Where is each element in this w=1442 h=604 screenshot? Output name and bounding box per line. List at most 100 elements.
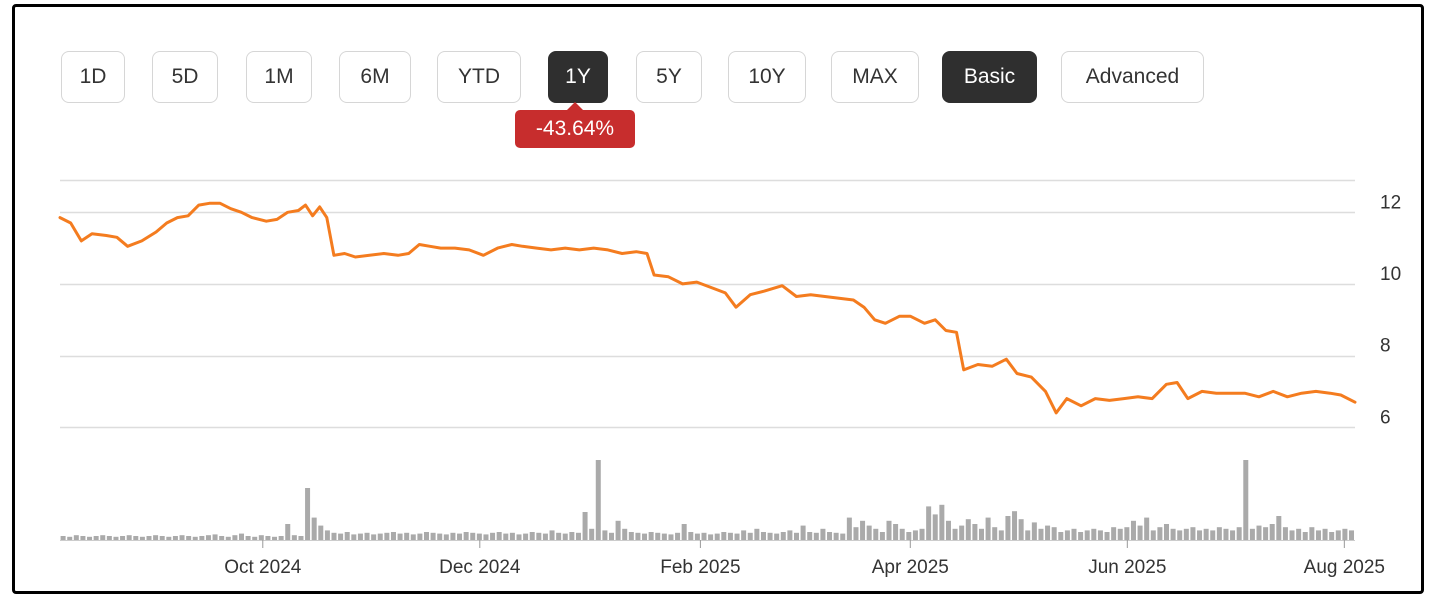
volume-bar bbox=[146, 536, 152, 540]
y-tick-label: 8 bbox=[1380, 336, 1391, 357]
range-10y-button[interactable]: 10Y bbox=[728, 51, 806, 103]
volume-bar bbox=[410, 534, 416, 540]
volume-bar bbox=[139, 536, 145, 540]
volume-bar bbox=[642, 533, 648, 540]
volume-bar bbox=[60, 536, 66, 540]
volume-bar bbox=[972, 524, 978, 540]
volume-bar bbox=[985, 517, 991, 540]
volume-bar bbox=[1124, 527, 1130, 540]
volume-bar bbox=[80, 536, 86, 540]
volume-bar bbox=[529, 532, 535, 540]
basic-view-button[interactable]: Basic bbox=[942, 51, 1037, 103]
chart-card: 1D 5D 1M 6M YTD 1Y 5Y 10Y MAX Basic Adva… bbox=[12, 4, 1424, 594]
volume-bar bbox=[1137, 525, 1143, 540]
volume-bar bbox=[344, 532, 350, 540]
volume-bar bbox=[278, 536, 284, 540]
volume-bar bbox=[1064, 530, 1070, 540]
volume-bar bbox=[1078, 532, 1084, 540]
volume-bar bbox=[272, 536, 278, 540]
grid-lines bbox=[60, 179, 1355, 541]
volume-bar bbox=[1289, 530, 1295, 540]
y-tick-label: 10 bbox=[1380, 264, 1401, 285]
volume-bar bbox=[1144, 517, 1150, 540]
volume-bar bbox=[523, 533, 529, 540]
volume-bar bbox=[893, 524, 899, 540]
volume-bar bbox=[978, 528, 984, 540]
advanced-view-button[interactable]: Advanced bbox=[1061, 51, 1204, 103]
volume-bar bbox=[945, 520, 951, 540]
change-percent-badge: -43.64% bbox=[515, 102, 635, 148]
volume-bar bbox=[423, 532, 429, 540]
volume-bar bbox=[787, 530, 793, 540]
volume-bar bbox=[483, 534, 489, 540]
volume-bar bbox=[1177, 530, 1183, 540]
volume-bar bbox=[1157, 527, 1163, 540]
volume-bar bbox=[1276, 516, 1282, 540]
volume-bar bbox=[793, 532, 799, 540]
volume-bar bbox=[549, 530, 555, 540]
volume-bar bbox=[688, 532, 694, 540]
volume-bar bbox=[1216, 527, 1222, 540]
range-selector: 1D 5D 1M 6M YTD 1Y 5Y 10Y MAX Basic Adva… bbox=[15, 51, 1421, 105]
volume-bar bbox=[186, 536, 192, 540]
volume-bar bbox=[820, 528, 826, 540]
volume-bar bbox=[238, 533, 244, 540]
volume-bar bbox=[404, 532, 410, 540]
range-1y-button[interactable]: 1Y bbox=[548, 51, 608, 103]
volume-bar bbox=[1322, 528, 1328, 540]
volume-bar bbox=[1243, 460, 1249, 540]
volume-bar bbox=[265, 536, 271, 540]
volume-bar bbox=[562, 533, 568, 540]
x-tick-label: Feb 2025 bbox=[660, 557, 740, 578]
volume-bar bbox=[939, 504, 945, 540]
volume-bar bbox=[648, 532, 654, 540]
volume-bar bbox=[390, 532, 396, 540]
volume-bar bbox=[1117, 528, 1123, 540]
volume-bar bbox=[582, 512, 588, 540]
volume-bar bbox=[126, 535, 132, 540]
volume-bar bbox=[1203, 528, 1209, 540]
volume-bar bbox=[205, 535, 211, 540]
y-tick-label: 12 bbox=[1380, 192, 1401, 213]
volume-bar bbox=[245, 536, 251, 540]
range-5d-button[interactable]: 5D bbox=[152, 51, 218, 103]
x-tick-label: Jun 2025 bbox=[1088, 557, 1166, 578]
volume-bar bbox=[364, 532, 370, 540]
range-1m-button[interactable]: 1M bbox=[246, 51, 312, 103]
volume-bar bbox=[73, 535, 79, 540]
volume-bar bbox=[1309, 527, 1315, 540]
volume-bar bbox=[734, 533, 740, 540]
volume-bar bbox=[846, 517, 852, 540]
range-ytd-button[interactable]: YTD bbox=[437, 51, 521, 103]
range-max-button[interactable]: MAX bbox=[831, 51, 919, 103]
volume-bar bbox=[628, 532, 634, 540]
volume-bar bbox=[450, 532, 456, 540]
volume-bar bbox=[443, 534, 449, 540]
volume-bar bbox=[661, 533, 667, 540]
volume-bar bbox=[1025, 530, 1031, 540]
volume-bar bbox=[919, 528, 925, 540]
volume-bar bbox=[225, 536, 231, 540]
volume-bar bbox=[496, 532, 502, 540]
volume-bar bbox=[780, 532, 786, 540]
volume-bar bbox=[1012, 511, 1018, 540]
volume-bar bbox=[291, 535, 297, 540]
volume-bar bbox=[166, 536, 172, 540]
volume-bar bbox=[800, 525, 806, 540]
volume-bars bbox=[60, 460, 1354, 540]
range-6m-button[interactable]: 6M bbox=[339, 51, 411, 103]
price-series bbox=[58, 201, 1357, 415]
volume-bar bbox=[721, 532, 727, 540]
volume-bar bbox=[1249, 528, 1255, 540]
range-5y-button[interactable]: 5Y bbox=[636, 51, 702, 103]
volume-bar bbox=[1084, 530, 1090, 540]
volume-bar bbox=[668, 534, 674, 540]
volume-bar bbox=[503, 533, 509, 540]
volume-bar bbox=[1197, 530, 1203, 540]
volume-bar bbox=[681, 524, 687, 540]
volume-bar bbox=[1051, 527, 1057, 540]
volume-bar bbox=[179, 535, 185, 540]
volume-bar bbox=[833, 532, 839, 540]
range-1d-button[interactable]: 1D bbox=[61, 51, 125, 103]
